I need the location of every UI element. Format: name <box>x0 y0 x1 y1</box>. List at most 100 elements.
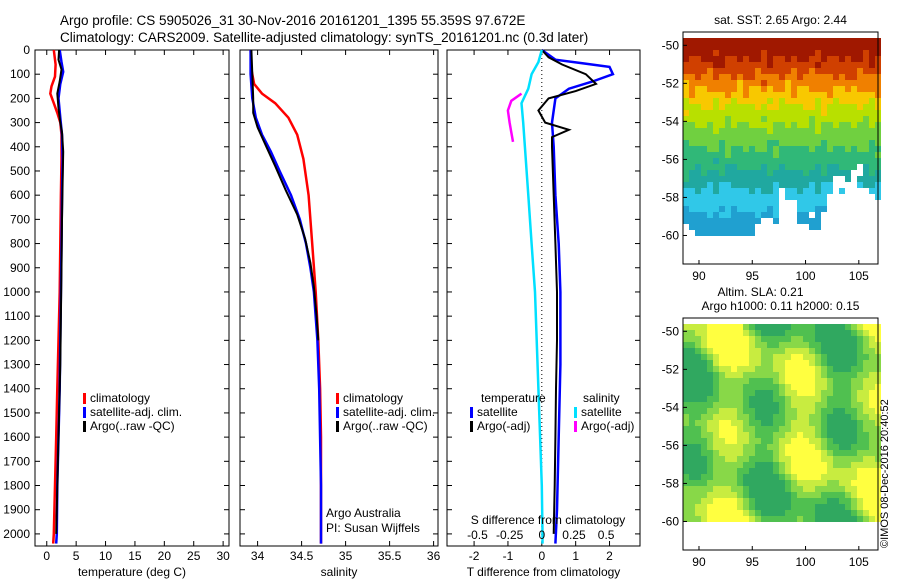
heatmap-cell <box>845 438 851 444</box>
heatmap-cell <box>743 486 749 492</box>
heatmap-cell <box>767 384 773 390</box>
heatmap-cell <box>707 206 713 212</box>
heatmap-cell <box>707 134 713 140</box>
heatmap-cell <box>713 372 719 378</box>
heatmap-cell <box>761 122 767 128</box>
heatmap-cell <box>863 432 869 438</box>
heatmap-cell <box>749 498 755 504</box>
heatmap-cell <box>779 510 785 516</box>
heatmap-cell <box>731 354 737 360</box>
heatmap-cell <box>707 330 713 336</box>
heatmap-cell <box>767 516 773 522</box>
heatmap-cell <box>797 390 803 396</box>
heatmap-cell <box>851 468 857 474</box>
heatmap-cell <box>761 390 767 396</box>
y-tick-label: 1200 <box>3 333 30 347</box>
heatmap-cell <box>773 396 779 402</box>
heatmap-cell <box>773 360 779 366</box>
heatmap-cell <box>773 444 779 450</box>
heatmap-cell <box>725 360 731 366</box>
heatmap-cell <box>839 420 845 426</box>
heatmap-cell <box>761 86 767 92</box>
heatmap-cell <box>845 432 851 438</box>
heatmap-cell <box>791 504 797 510</box>
heatmap-cell <box>869 504 875 510</box>
heatmap-cell <box>857 146 863 152</box>
heatmap-cell <box>701 324 707 330</box>
heatmap-cell <box>779 354 785 360</box>
heatmap-cell <box>779 152 785 158</box>
heatmap-cell <box>719 450 725 456</box>
heatmap-cell <box>755 146 761 152</box>
heatmap-cell <box>743 122 749 128</box>
heatmap-cell <box>731 38 737 44</box>
heatmap-cell <box>803 360 809 366</box>
heatmap-cell <box>737 200 743 206</box>
heatmap-cell <box>785 366 791 372</box>
heatmap-cell <box>761 92 767 98</box>
heatmap-cell <box>695 98 701 104</box>
heatmap-cell <box>821 468 827 474</box>
heatmap-cell <box>767 354 773 360</box>
heatmap-cell <box>755 348 761 354</box>
heatmap-cell <box>845 128 851 134</box>
heatmap-cell <box>767 206 773 212</box>
heatmap-cell <box>719 146 725 152</box>
heatmap-cell <box>809 384 815 390</box>
heatmap-cell <box>701 498 707 504</box>
heatmap-cell <box>869 134 875 140</box>
heatmap-cell <box>749 116 755 122</box>
heatmap-cell <box>857 354 863 360</box>
heatmap-cell <box>773 336 779 342</box>
heatmap-cell <box>683 462 689 468</box>
heatmap-cell <box>773 176 779 182</box>
heatmap-cell <box>749 134 755 140</box>
heatmap-cell <box>707 420 713 426</box>
heatmap-cell <box>689 110 695 116</box>
top-tick-label: 0.5 <box>598 528 615 542</box>
heatmap-cell <box>737 170 743 176</box>
heatmap-cell <box>839 384 845 390</box>
heatmap-cell <box>833 480 839 486</box>
heatmap-cell <box>701 158 707 164</box>
heatmap-cell <box>797 56 803 62</box>
heatmap-cell <box>713 152 719 158</box>
heatmap-cell <box>797 206 803 212</box>
heatmap-cell <box>731 444 737 450</box>
heatmap-cell <box>827 134 833 140</box>
x-tick-label: 15 <box>128 549 142 563</box>
heatmap-cell <box>755 402 761 408</box>
heatmap-cell <box>707 462 713 468</box>
heatmap-cell <box>803 438 809 444</box>
heatmap-cell <box>695 468 701 474</box>
heatmap-cell <box>737 194 743 200</box>
heatmap-cell <box>725 128 731 134</box>
heatmap-cell <box>845 360 851 366</box>
heatmap-cell <box>761 44 767 50</box>
heatmap-cell <box>761 372 767 378</box>
heatmap-cell <box>713 50 719 56</box>
heatmap-cell <box>821 444 827 450</box>
heatmap-cell <box>743 492 749 498</box>
heatmap-cell <box>683 128 689 134</box>
heatmap-cell <box>779 468 785 474</box>
heatmap-cell <box>839 432 845 438</box>
heatmap-cell <box>719 38 725 44</box>
heatmap-cell <box>857 426 863 432</box>
heatmap-cell <box>689 450 695 456</box>
heatmap-cell <box>725 480 731 486</box>
heatmap-cell <box>767 212 773 218</box>
heatmap-cell <box>827 182 833 188</box>
heatmap-cell <box>713 396 719 402</box>
heatmap-cell <box>743 92 749 98</box>
heatmap-cell <box>755 396 761 402</box>
heatmap-cell <box>761 444 767 450</box>
heatmap-cell <box>857 378 863 384</box>
heatmap-cell <box>821 128 827 134</box>
heatmap-cell <box>701 390 707 396</box>
heatmap-cell <box>767 38 773 44</box>
heatmap-cell <box>719 516 725 522</box>
heatmap-cell <box>791 336 797 342</box>
heatmap-cell <box>695 462 701 468</box>
heatmap-cell <box>743 206 749 212</box>
